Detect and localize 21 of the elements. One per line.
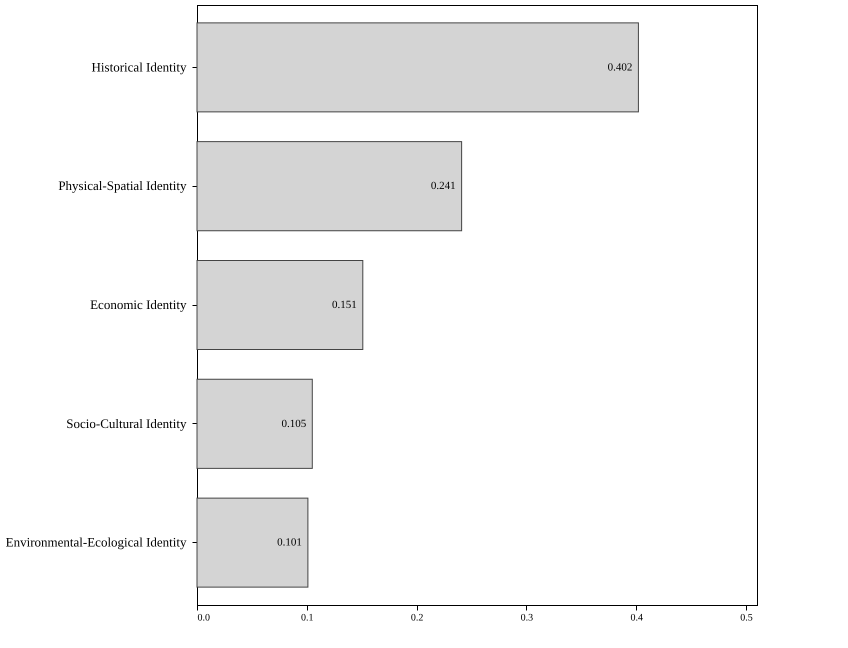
x-tick-label: 0.2 <box>410 612 424 624</box>
x-tick-label: 0.0 <box>198 612 210 624</box>
x-tick-label: 0.1 <box>301 612 314 624</box>
data-label: 0.402 <box>608 61 632 74</box>
bar <box>196 378 313 469</box>
x-tick-label: 0.3 <box>520 612 534 624</box>
data-label: 0.241 <box>430 180 456 192</box>
bar <box>196 498 308 588</box>
y-tick-label: Physical-Spatial Identity <box>58 178 187 194</box>
x-tick-label: 0.4 <box>630 612 643 624</box>
y-tick-label: Historical Identity <box>92 59 187 74</box>
bar <box>196 22 639 112</box>
y-tick-label: Economic Identity <box>90 297 187 312</box>
data-label: 0.101 <box>277 536 302 549</box>
data-label: 0.151 <box>332 299 357 311</box>
bar <box>196 141 462 232</box>
x-tick-label: 0.5 <box>740 612 753 624</box>
y-tick-label: Environmental-Ecological Identity <box>6 534 187 550</box>
y-tick-label: Socio-Cultural Identity <box>66 416 187 431</box>
data-label: 0.105 <box>282 418 307 430</box>
bar <box>196 260 364 350</box>
